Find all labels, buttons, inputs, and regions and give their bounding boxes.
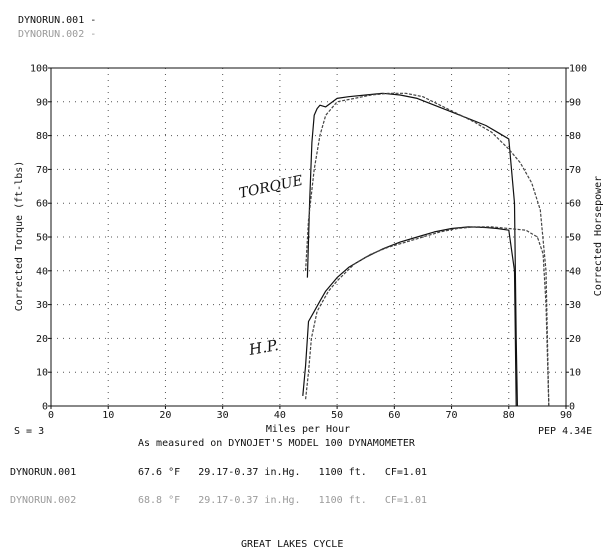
series-line-hp-run2 (305, 226, 550, 407)
chart-frame (48, 67, 569, 409)
x-tick-label: 80 (503, 410, 515, 421)
hp-annotation: H.P. (247, 336, 280, 359)
x-tick-label: 10 (102, 410, 114, 421)
run1-details: 67.6 °F 29.17-0.37 in.Hg. 1100 ft. CF=1.… (138, 467, 427, 478)
left-y-tick-label: 30 (36, 300, 48, 311)
right-y-axis-label: Corrected Horsepower (593, 176, 604, 296)
shop-name: GREAT LAKES CYCLE (241, 539, 344, 550)
x-tick-label: 90 (560, 410, 572, 421)
right-y-tick-label: 30 (569, 300, 581, 311)
x-tick-label: 70 (446, 410, 458, 421)
s-label: S = 3 (14, 426, 45, 437)
left-y-tick-label: 0 (42, 402, 48, 413)
run2-name: DYNORUN.002 (10, 495, 77, 506)
run1-header-label: DYNORUN.001 - (18, 15, 97, 26)
x-tick-label: 20 (159, 410, 171, 421)
right-y-tick-label: 80 (569, 131, 581, 142)
measured-text: As measured on DYNOJET'S MODEL 100 DYNAM… (138, 438, 415, 449)
left-y-axis-label: Corrected Torque (ft-lbs) (14, 161, 25, 312)
series-line-torque-run2 (305, 92, 550, 407)
right-y-tick-label: 100 (569, 64, 587, 75)
left-y-tick-label: 60 (36, 199, 48, 210)
right-y-tick-label: 0 (569, 402, 575, 413)
pep-label: PEP 4.34E (538, 426, 593, 437)
run2-details: 68.8 °F 29.17-0.37 in.Hg. 1100 ft. CF=1.… (138, 495, 427, 506)
x-axis-label: Miles per Hour (266, 424, 350, 435)
left-y-tick-label: 40 (36, 266, 48, 277)
x-tick-label: 60 (388, 410, 400, 421)
right-y-tick-label: 10 (569, 368, 581, 379)
right-y-tick-label: 20 (569, 334, 581, 345)
x-tick-label: 40 (274, 410, 286, 421)
left-y-tick-label: 10 (36, 368, 48, 379)
left-y-tick-labels: 0 10 20 30 40 50 60 70 80 90 100 (30, 64, 48, 413)
right-y-tick-label: 40 (569, 266, 581, 277)
right-y-tick-label: 70 (569, 165, 581, 176)
left-y-tick-label: 80 (36, 131, 48, 142)
chart-grid (51, 68, 566, 406)
x-tick-labels: 0 10 20 30 40 50 60 70 80 90 (48, 410, 572, 421)
right-y-tick-label: 90 (569, 97, 581, 108)
series-line-torque-run1 (306, 92, 518, 407)
right-y-tick-labels: 0 10 20 30 40 50 60 70 80 90 100 (569, 64, 587, 413)
right-y-tick-label: 60 (569, 199, 581, 210)
right-y-tick-label: 50 (569, 233, 581, 244)
run2-header-label: DYNORUN.002 - (18, 29, 97, 40)
left-y-tick-label: 100 (30, 64, 48, 75)
torque-annotation: TORQUE (238, 173, 305, 202)
left-y-tick-label: 70 (36, 165, 48, 176)
x-tick-label: 0 (48, 410, 54, 421)
left-y-tick-label: 20 (36, 334, 48, 345)
x-tick-label: 30 (217, 410, 229, 421)
chart-series (302, 92, 550, 407)
left-y-tick-label: 90 (36, 97, 48, 108)
run1-name: DYNORUN.001 (10, 467, 77, 478)
left-y-tick-label: 50 (36, 233, 48, 244)
x-tick-label: 50 (331, 410, 343, 421)
series-line-hp-run1 (302, 226, 517, 407)
